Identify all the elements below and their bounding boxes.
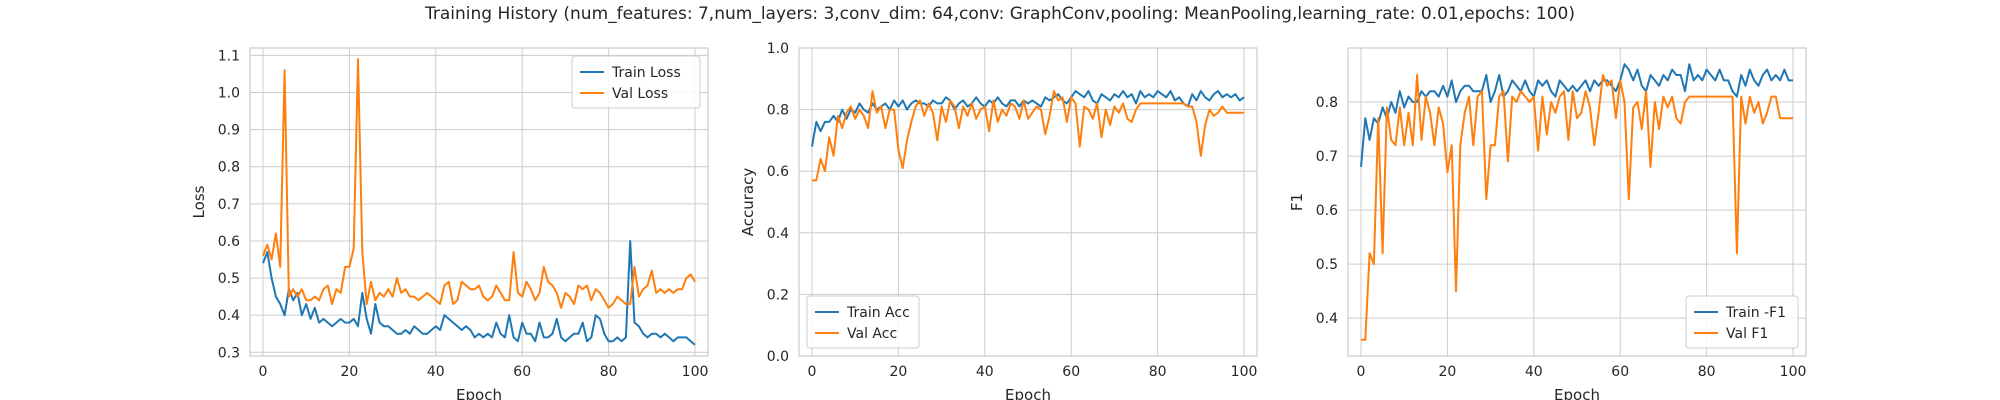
axes-frame	[798, 47, 1258, 357]
legend: Train -F1 Val F1	[1685, 295, 1799, 349]
legend-label: Val Loss	[612, 86, 668, 102]
legend-box	[571, 55, 701, 109]
y-tick-label: 0.5	[218, 271, 240, 287]
legend-label: Val F1	[1726, 326, 1768, 342]
x-axis-label: Epoch	[1005, 386, 1051, 400]
series-line-train-acc	[811, 90, 1245, 147]
y-axis-label: Accuracy	[739, 168, 757, 237]
series-line-val-f1	[1361, 74, 1793, 341]
y-tick-label: 0.4	[218, 308, 240, 324]
y-tick-label: 1.0	[767, 41, 789, 57]
axes-frame	[249, 47, 709, 357]
series-line-train-f1	[1360, 63, 1793, 167]
x-tick-label: 100	[682, 364, 709, 380]
y-tick-label: 0.7	[1316, 149, 1338, 165]
x-tick-label: 20	[1438, 364, 1456, 380]
y-tick-label: 0.6	[218, 234, 240, 250]
legend-label: Train -F1	[1725, 305, 1786, 321]
y-tick-label: 0.6	[1316, 203, 1338, 219]
x-tick-label: 100	[1231, 364, 1258, 380]
y-tick-label: 0.4	[1316, 311, 1338, 327]
series-line-val-loss	[262, 58, 696, 309]
y-tick-label: 0.9	[218, 123, 240, 139]
x-tick-label: 60	[1611, 364, 1629, 380]
x-tick-label: 0	[259, 364, 268, 380]
legend: Train Acc Val Acc	[806, 295, 920, 349]
y-tick-label: 0.5	[1316, 257, 1338, 273]
y-tick-label: 0.3	[218, 345, 240, 361]
y-tick-label: 0.8	[1316, 95, 1338, 111]
x-tick-label: 0	[1357, 364, 1366, 380]
legend: Train Loss Val Loss	[571, 55, 701, 109]
legend-label: Train Acc	[846, 305, 910, 321]
axes-frame	[1347, 47, 1807, 357]
legend-label: Train Loss	[611, 65, 681, 81]
y-tick-label: 0.4	[767, 226, 789, 242]
x-tick-label: 20	[340, 364, 358, 380]
y-tick-label: 0.6	[767, 164, 789, 180]
x-tick-label: 0	[808, 364, 817, 380]
accuracy-panel: 0 20 40 60 80 100 0.0 0.2 0.4 0.6 0.8 1.0 Epoch Accur…	[739, 41, 1258, 400]
legend-box	[1685, 295, 1799, 349]
y-tick-label: 0.2	[767, 287, 789, 303]
x-tick-label: 80	[1698, 364, 1716, 380]
series-line-train-loss	[262, 240, 696, 346]
y-tick-label: 1.1	[218, 48, 240, 64]
loss-panel: 0 20 40 60 80 100 0.3 0.4 0.5 0.6 0.7 0.8 0.9 1.0 1.1 E…	[190, 47, 709, 400]
x-axis-label: Epoch	[456, 386, 502, 400]
y-tick-label: 0.8	[218, 160, 240, 176]
series-line-val-acc	[812, 90, 1244, 182]
x-tick-label: 40	[976, 364, 994, 380]
x-axis-label: Epoch	[1554, 386, 1600, 400]
figure-title: Training History (num_features: 7,num_la…	[425, 4, 1575, 24]
f1-panel: 0 20 40 60 80 100 0.4 0.5 0.6 0.7 0.8 Epoch F1 Train …	[1288, 47, 1807, 400]
x-tick-label: 20	[889, 364, 907, 380]
y-tick-label: 0.8	[767, 103, 789, 119]
x-tick-label: 40	[427, 364, 445, 380]
x-tick-label: 80	[1149, 364, 1167, 380]
x-tick-label: 60	[513, 364, 531, 380]
x-tick-label: 80	[600, 364, 618, 380]
y-tick-label: 0.0	[767, 349, 789, 365]
legend-label: Val Acc	[847, 326, 897, 342]
y-axis-label: Loss	[190, 185, 208, 218]
x-tick-label: 60	[1062, 364, 1080, 380]
y-tick-label: 1.0	[218, 86, 240, 102]
x-tick-label: 40	[1525, 364, 1543, 380]
y-axis-label: F1	[1288, 193, 1306, 211]
legend-box	[806, 295, 920, 349]
y-tick-label: 0.7	[218, 197, 240, 213]
x-tick-label: 100	[1780, 364, 1807, 380]
